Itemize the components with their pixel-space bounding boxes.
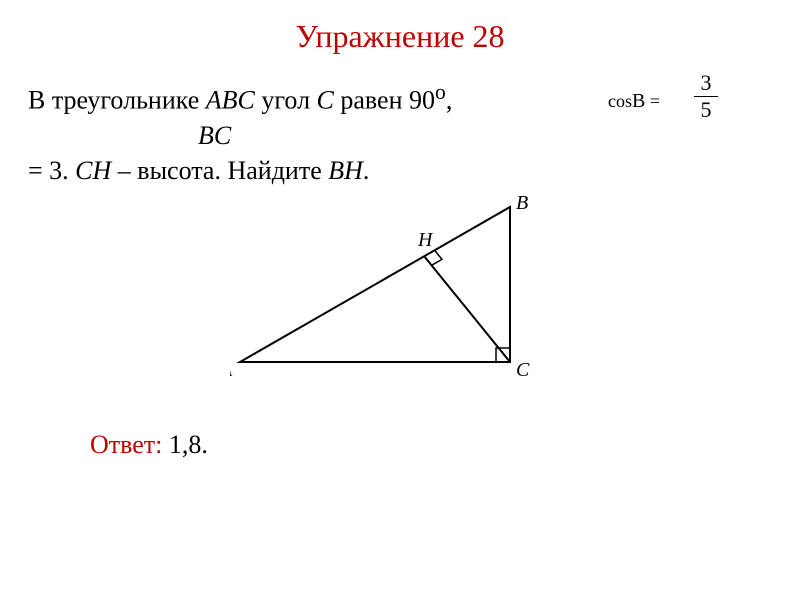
problem-text: равен 90 xyxy=(334,86,435,115)
altitude-ch xyxy=(424,256,510,362)
side-ch: CH xyxy=(75,156,111,185)
cos-b: B xyxy=(632,90,645,112)
triangle-svg: A B C H xyxy=(230,192,570,392)
problem-statement: В треугольнике ABC угол C равен 90о, BC … xyxy=(28,78,588,188)
angle-c: C xyxy=(317,86,334,115)
triangle-abc-shape xyxy=(240,207,510,362)
label-a: A xyxy=(230,359,233,381)
problem-text: В треугольнике xyxy=(28,86,206,115)
slide: Упражнение 28 В треугольнике ABC угол C … xyxy=(0,0,800,600)
triangle-figure: A B C H xyxy=(230,192,570,392)
cos-formula: cosB = xyxy=(608,90,660,113)
side-bc: BC xyxy=(198,121,231,150)
exercise-title: Упражнение 28 xyxy=(0,18,800,55)
fraction-numerator: 3 xyxy=(694,72,718,94)
problem-text: . xyxy=(363,156,370,185)
cos-text: cos xyxy=(608,91,632,111)
problem-text: = 3. xyxy=(28,156,75,185)
label-c: C xyxy=(516,359,530,381)
side-bh: BH xyxy=(328,156,363,185)
degree-symbol: о xyxy=(435,80,446,104)
answer-line: Ответ: 1,8. xyxy=(90,430,208,460)
label-h: H xyxy=(417,229,434,251)
fraction-denominator: 5 xyxy=(694,99,718,121)
problem-text: угол xyxy=(255,86,317,115)
problem-text: – высота. Найдите xyxy=(111,156,328,185)
answer-value: 1,8. xyxy=(169,430,208,459)
answer-label: Ответ: xyxy=(90,430,169,459)
triangle-abc: ABC xyxy=(206,86,255,115)
fraction: 3 5 xyxy=(694,72,718,121)
right-angle-h xyxy=(432,250,442,265)
label-b: B xyxy=(516,192,528,214)
comma: , xyxy=(446,86,453,115)
equals: = xyxy=(645,91,660,111)
